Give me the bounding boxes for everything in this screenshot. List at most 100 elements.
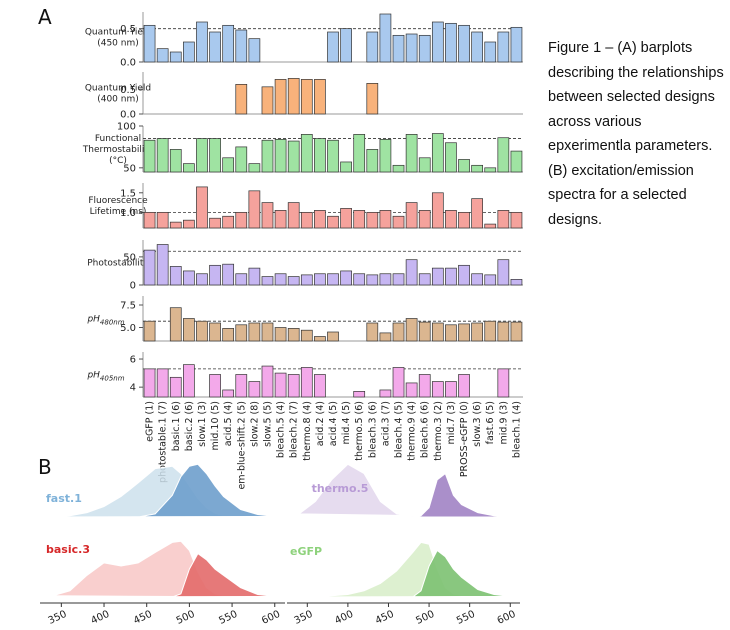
bar <box>274 79 287 115</box>
bar <box>458 159 470 173</box>
bar <box>314 79 326 115</box>
bar <box>209 217 221 229</box>
x-tick-label: mid.4 (5) <box>341 401 352 444</box>
y-tick-label: 1.5 <box>120 188 136 199</box>
bar <box>287 78 300 115</box>
bar <box>209 138 221 173</box>
y-axis-label: Fluorescence <box>88 196 148 206</box>
bar <box>235 273 248 286</box>
bar <box>143 211 156 229</box>
x-tick-label: slow.2 (8) <box>249 401 260 447</box>
x-tick-label: mid.7 (3) <box>446 401 457 444</box>
bar <box>235 374 248 398</box>
y-tick-label: 1.0 <box>120 208 136 219</box>
bar <box>405 259 418 286</box>
bar <box>196 273 208 286</box>
bar <box>222 263 235 286</box>
bar <box>484 274 497 286</box>
bar <box>196 138 208 173</box>
bar <box>497 259 510 286</box>
y-axis-label-text: (450 nm) <box>97 39 139 49</box>
bar <box>484 167 497 173</box>
bar <box>222 389 235 398</box>
bar <box>248 381 261 398</box>
bar <box>287 276 300 286</box>
y-axis-label: pH405nm <box>86 371 124 383</box>
x-tick-label: 450 <box>132 609 154 627</box>
y-axis-label-sub: 405nm <box>100 375 125 383</box>
bar <box>327 273 339 286</box>
bar <box>196 186 208 229</box>
bar <box>497 368 510 398</box>
x-tick-label: 350 <box>47 609 69 627</box>
x-tick-label: mid.10 (5) <box>210 401 221 451</box>
bar <box>156 368 169 398</box>
bar <box>405 33 418 63</box>
bar <box>261 139 274 173</box>
bar <box>445 381 457 398</box>
bar <box>183 41 195 63</box>
bar <box>445 22 457 63</box>
bar <box>510 211 523 229</box>
x-tick-label: 500 <box>414 609 436 627</box>
bar <box>418 34 431 63</box>
bar <box>274 327 287 342</box>
bar <box>143 320 156 342</box>
bar <box>156 211 169 229</box>
x-tick-label: basic.2 (6) <box>184 401 195 451</box>
bar <box>392 367 405 398</box>
series-label: thermo.5 <box>312 482 369 495</box>
bar <box>392 322 405 342</box>
bar <box>484 320 497 342</box>
y-axis-label-text: pH <box>86 315 100 325</box>
series-label: fast.1 <box>46 492 82 505</box>
bar <box>327 139 339 173</box>
bar <box>248 38 261 63</box>
x-tick-label: basic.1 (6) <box>171 401 182 451</box>
bar <box>327 215 339 229</box>
bar <box>340 28 352 63</box>
bar <box>392 164 405 173</box>
bar <box>366 322 379 342</box>
bar <box>314 336 326 342</box>
bar <box>445 324 457 342</box>
y-axis-label: Quantum Yield <box>85 28 151 38</box>
bar <box>222 24 235 63</box>
bar <box>379 139 392 173</box>
bar <box>300 367 313 398</box>
bar <box>143 368 156 398</box>
bar <box>209 322 221 342</box>
bar <box>379 389 392 398</box>
bar <box>169 149 182 173</box>
y-tick-label: 0.0 <box>120 58 136 69</box>
bar <box>458 24 470 63</box>
bar <box>300 211 313 229</box>
x-tick-label: bleach.6 (6) <box>420 401 431 458</box>
x-tick-label: slow.3 (6) <box>472 401 483 447</box>
bar <box>300 274 313 286</box>
x-tick-label: 550 <box>217 609 239 627</box>
bar <box>431 322 444 342</box>
x-tick-label: bleach.3 (6) <box>367 401 378 458</box>
bar <box>327 31 339 63</box>
y-axis-label-text: pH <box>86 371 100 381</box>
bar <box>183 270 195 286</box>
bar <box>418 273 431 286</box>
y-axis-label-text: Functional <box>95 134 141 144</box>
bar <box>379 332 392 342</box>
bar <box>314 138 326 173</box>
bar <box>471 31 483 63</box>
y-tick-label: 0 <box>130 281 136 292</box>
bar <box>497 137 510 173</box>
bar <box>169 51 182 63</box>
bar <box>497 31 510 63</box>
bar <box>183 364 195 398</box>
bar <box>235 324 248 342</box>
x-tick-label: 350 <box>293 609 315 627</box>
bar <box>235 84 248 115</box>
y-axis-label-text: Thermostability <box>82 145 154 155</box>
bar <box>405 134 418 173</box>
bar <box>458 323 470 342</box>
